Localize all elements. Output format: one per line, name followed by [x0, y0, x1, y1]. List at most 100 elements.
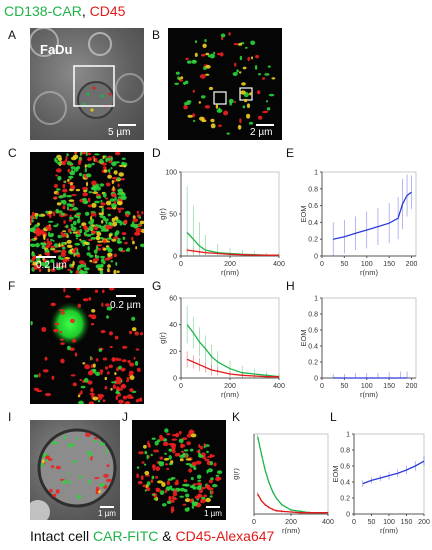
punctum: [77, 394, 81, 398]
punctum: [45, 459, 49, 462]
punctum: [55, 174, 58, 177]
punctum: [210, 490, 214, 495]
panel-letter-i: I: [8, 410, 12, 424]
punctum: [62, 258, 67, 264]
panel-j-fluorescence-image: 1 µm: [132, 420, 226, 520]
panel-c-puncta: [30, 152, 144, 274]
punctum: [30, 219, 32, 224]
punctum: [204, 39, 207, 43]
punctum: [190, 477, 194, 481]
panel-letter-g: G: [152, 279, 162, 293]
punctum: [102, 155, 105, 160]
punctum: [87, 152, 92, 156]
punctum: [131, 327, 137, 332]
punctum: [115, 395, 119, 401]
punctum: [58, 242, 61, 247]
punctum: [200, 445, 203, 450]
punctum: [162, 503, 167, 507]
punctum: [117, 207, 120, 211]
y-tick-label: 0.2: [340, 496, 350, 503]
punctum: [236, 69, 239, 73]
x-tick-label: 0: [320, 383, 324, 390]
punctum: [58, 255, 62, 260]
punctum: [95, 486, 100, 492]
punctum: [108, 331, 114, 336]
punctum: [74, 352, 78, 357]
punctum: [136, 367, 141, 372]
panel-a-scale-label: 5 µm: [108, 127, 131, 138]
punctum: [187, 60, 192, 64]
punctum: [93, 437, 99, 440]
punctum: [185, 463, 191, 466]
punctum: [132, 215, 136, 220]
punctum: [69, 263, 72, 268]
punctum: [68, 175, 74, 179]
y-tick-label: 0: [314, 376, 318, 383]
punctum: [60, 249, 67, 255]
punctum: [91, 180, 97, 186]
punctum: [132, 240, 135, 245]
punctum: [82, 298, 89, 302]
punctum: [117, 188, 124, 193]
punctum: [116, 177, 121, 181]
punctum: [152, 467, 156, 471]
punctum: [140, 475, 144, 481]
punctum: [175, 432, 180, 438]
punctum: [63, 435, 66, 440]
punctum: [135, 227, 142, 233]
punctum: [196, 450, 201, 453]
panel-letter-a: A: [8, 28, 17, 42]
series-line-red: [187, 249, 279, 256]
punctum: [90, 212, 95, 217]
punctum: [248, 92, 253, 96]
punctum: [162, 441, 169, 447]
punctum: [140, 332, 144, 336]
panel-letter-e: E: [286, 146, 295, 160]
punctum: [75, 237, 79, 240]
punctum: [232, 72, 238, 76]
punctum: [106, 207, 113, 210]
punctum: [75, 233, 78, 238]
punctum: [114, 372, 117, 376]
punctum: [50, 232, 54, 237]
x-tick-label: 100: [361, 261, 373, 268]
punctum: [54, 157, 57, 162]
punctum: [159, 456, 163, 460]
panel-a-cell-texture: [30, 28, 144, 125]
panel-letter-f: F: [8, 279, 16, 293]
panel-b-scale-bar: [256, 124, 274, 126]
figure-footer: Intact cell CAR-FITC & CD45-Alexa647: [30, 528, 274, 544]
punctum: [92, 369, 96, 374]
punctum: [105, 197, 109, 200]
punctum: [77, 264, 82, 270]
punctum: [194, 495, 201, 499]
punctum: [48, 231, 51, 236]
punctum: [136, 466, 140, 469]
punctum: [180, 450, 185, 453]
punctum: [68, 219, 73, 222]
y-tick-label: 0.2: [308, 237, 318, 244]
punctum: [70, 374, 76, 377]
punctum: [35, 227, 40, 232]
punctum: [239, 118, 242, 124]
y-tick-label: 0: [314, 254, 318, 261]
x-tick-label: 50: [340, 383, 348, 390]
punctum: [122, 236, 126, 240]
punctum: [120, 178, 125, 181]
panel-i-scale-bar: [100, 506, 114, 508]
punctum: [110, 156, 113, 161]
punctum: [55, 208, 60, 214]
panel-i-scale-label: 1 µm: [98, 509, 116, 518]
punctum: [78, 161, 81, 166]
punctum: [53, 328, 59, 333]
x-tick-label: 0: [179, 383, 183, 390]
punctum: [58, 195, 64, 199]
punctum: [51, 375, 55, 380]
punctum: [49, 213, 52, 219]
punctum: [86, 252, 91, 256]
punctum: [113, 269, 117, 274]
punctum: [61, 233, 67, 238]
punctum: [38, 372, 41, 378]
punctum: [117, 183, 120, 187]
punctum: [174, 481, 179, 486]
